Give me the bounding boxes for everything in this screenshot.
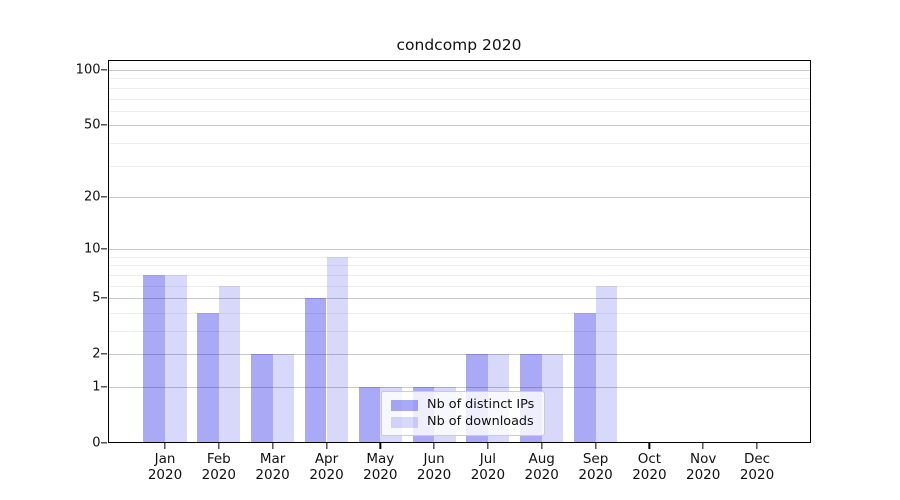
gridline-minor-8 bbox=[107, 265, 811, 267]
gridline-minor-90 bbox=[107, 78, 811, 80]
y-tick-mark-0 bbox=[100, 442, 107, 444]
x-tick-label-dec-2020: Dec 2020 bbox=[739, 451, 775, 483]
gridline-minor-9 bbox=[107, 256, 811, 258]
x-tick-label-jun-2020: Jun 2020 bbox=[416, 451, 452, 483]
bar-nb-of-distinct-ips-mar-2020 bbox=[251, 354, 273, 443]
x-tick-label-aug-2020: Aug 2020 bbox=[524, 451, 559, 483]
x-tick-mark-aug-2020 bbox=[541, 443, 543, 449]
x-tick-mark-jan-2020 bbox=[164, 443, 166, 449]
x-tick-mark-apr-2020 bbox=[325, 443, 328, 449]
bar-nb-of-downloads-feb-2020 bbox=[218, 285, 241, 443]
bar-nb-of-downloads-apr-2020 bbox=[326, 256, 349, 443]
bar-nb-of-downloads-sep-2020 bbox=[595, 285, 618, 443]
gridline-minor-40 bbox=[107, 142, 811, 144]
gridline-minor-80 bbox=[107, 87, 811, 89]
gridline-major-100 bbox=[107, 70, 811, 71]
chart-title: condcomp 2020 bbox=[396, 36, 522, 54]
gridline-minor-60 bbox=[107, 110, 811, 112]
y-tick-label-5: 5 bbox=[92, 290, 101, 306]
legend-label-distinct-ips: Nb of distinct IPs bbox=[427, 397, 535, 412]
y-tick-mark-20 bbox=[100, 196, 107, 198]
y-tick-mark-1 bbox=[100, 386, 107, 388]
y-tick-mark-2 bbox=[100, 353, 107, 355]
legend-label-downloads: Nb of downloads bbox=[427, 414, 534, 429]
legend-swatch-downloads bbox=[391, 416, 418, 428]
x-tick-label-may-2020: May 2020 bbox=[363, 451, 398, 483]
bar-nb-of-downloads-mar-2020 bbox=[272, 354, 295, 443]
bar-nb-of-distinct-ips-jan-2020 bbox=[143, 274, 165, 443]
gridline-major-20 bbox=[107, 196, 811, 198]
bar-nb-of-downloads-jan-2020 bbox=[165, 274, 187, 443]
bar-nb-of-distinct-ips-may-2020 bbox=[358, 387, 381, 443]
gridline-major-1 bbox=[107, 387, 811, 388]
x-tick-label-nov-2020: Nov 2020 bbox=[686, 451, 721, 483]
y-tick-label-20: 20 bbox=[83, 189, 101, 205]
x-tick-label-jul-2020: Jul 2020 bbox=[470, 451, 506, 483]
x-tick-mark-jul-2020 bbox=[487, 443, 489, 449]
y-tick-label-1: 1 bbox=[92, 379, 101, 395]
legend-item-downloads: Nb of downloads bbox=[391, 414, 536, 430]
gridline-minor-4 bbox=[107, 312, 811, 314]
y-tick-label-50: 50 bbox=[83, 117, 101, 133]
bar-nb-of-distinct-ips-feb-2020 bbox=[197, 312, 219, 443]
x-tick-label-sep-2020: Sep 2020 bbox=[578, 451, 613, 483]
x-tick-mark-feb-2020 bbox=[218, 443, 220, 449]
x-tick-mark-sep-2020 bbox=[594, 443, 597, 449]
y-tick-label-0: 0 bbox=[92, 435, 101, 451]
gridline-minor-6 bbox=[107, 285, 811, 287]
gridline-major-5 bbox=[107, 298, 811, 300]
y-tick-mark-5 bbox=[100, 297, 107, 299]
x-tick-label-feb-2020: Feb 2020 bbox=[201, 451, 236, 483]
gridline-minor-7 bbox=[107, 274, 811, 276]
y-tick-mark-100 bbox=[100, 69, 107, 71]
x-tick-label-mar-2020: Mar 2020 bbox=[255, 451, 290, 483]
gridline-minor-3 bbox=[107, 331, 811, 332]
gridline-major-50 bbox=[107, 125, 811, 127]
bar-nb-of-distinct-ips-apr-2020 bbox=[304, 298, 327, 443]
x-tick-mark-jun-2020 bbox=[433, 443, 435, 449]
x-tick-mark-mar-2020 bbox=[271, 443, 274, 449]
y-tick-label-2: 2 bbox=[92, 346, 101, 362]
gridline-minor-30 bbox=[107, 165, 811, 167]
y-tick-mark-50 bbox=[100, 124, 107, 126]
x-tick-label-oct-2020: Oct 2020 bbox=[632, 451, 667, 483]
x-tick-mark-may-2020 bbox=[379, 443, 381, 449]
bar-nb-of-downloads-aug-2020 bbox=[541, 354, 564, 443]
legend-swatch-distinct-ips bbox=[391, 399, 418, 411]
x-tick-mark-nov-2020 bbox=[702, 443, 704, 449]
legend: Nb of distinct IPs Nb of downloads bbox=[381, 391, 545, 436]
x-tick-label-jan-2020: Jan 2020 bbox=[147, 451, 183, 483]
plot-area bbox=[107, 60, 811, 443]
y-tick-label-100: 100 bbox=[75, 62, 101, 78]
gridline-minor-70 bbox=[107, 98, 811, 100]
x-tick-label-apr-2020: Apr 2020 bbox=[309, 451, 344, 483]
gridline-major-2 bbox=[107, 354, 811, 356]
legend-item-distinct-ips: Nb of distinct IPs bbox=[391, 397, 536, 413]
bar-nb-of-distinct-ips-sep-2020 bbox=[574, 312, 596, 443]
y-tick-mark-10 bbox=[100, 248, 107, 250]
x-tick-mark-dec-2020 bbox=[756, 443, 758, 449]
y-tick-label-10: 10 bbox=[83, 241, 101, 257]
gridline-major-10 bbox=[107, 249, 811, 251]
x-tick-mark-oct-2020 bbox=[648, 443, 651, 449]
